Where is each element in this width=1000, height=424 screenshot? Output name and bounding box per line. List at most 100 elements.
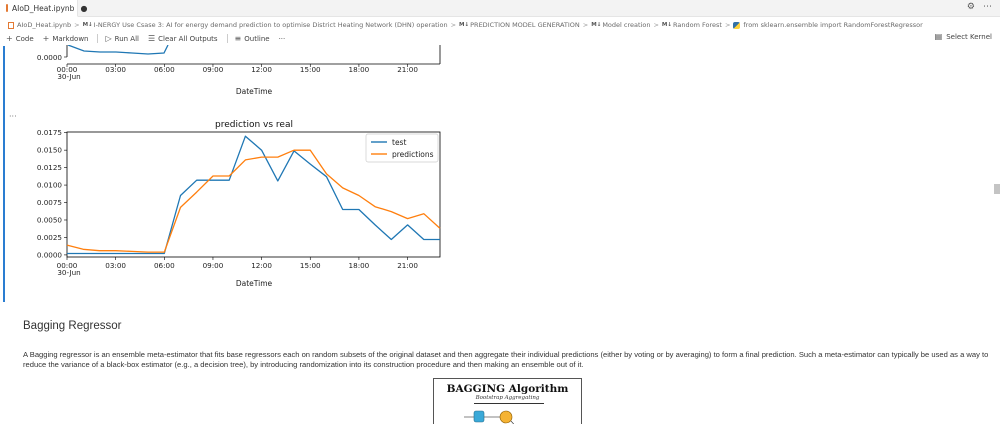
diagram-sample-node xyxy=(499,410,513,424)
chart-title: prediction vs real xyxy=(215,120,293,130)
cell-output-more-button[interactable]: ··· xyxy=(9,112,17,121)
diagram-branch xyxy=(510,420,515,424)
clear-outputs-label: Clear All Outputs xyxy=(158,34,218,43)
bagging-image-underline xyxy=(474,403,544,404)
notebook-icon xyxy=(6,4,8,12)
y-tick-label: 0.0175 xyxy=(37,128,62,137)
series-lines xyxy=(66,135,441,255)
add-code-button[interactable]: + Code xyxy=(6,34,34,43)
x-tick-label: 18:00 xyxy=(349,261,370,270)
clear-outputs-icon: ☰ xyxy=(147,34,156,43)
editor-tab-bar: AIoD_Heat.ipynb ● ⚙ ⋯ xyxy=(0,0,1000,17)
toolbar-divider xyxy=(97,34,99,43)
legend-label-test: test xyxy=(392,138,406,147)
settings-gear-icon[interactable]: ⚙ xyxy=(966,2,975,12)
x-tick-label: 21:00 xyxy=(397,261,418,270)
more-actions-icon[interactable]: ⋯ xyxy=(983,2,992,12)
previous-output-chart: 0.0000 00:00 03:00 06:00 09:00 12:00 15:00 18:… xyxy=(37,45,441,96)
breadcrumb-item-random-forest[interactable]: Random Forest xyxy=(673,21,722,29)
outline-button[interactable]: ≡ Outline xyxy=(235,34,270,43)
y-tick-label: 0.0025 xyxy=(37,233,62,242)
select-kernel-label: Select Kernel xyxy=(946,32,992,41)
chart-line-partial xyxy=(67,45,169,55)
x-tick-label: 21:00 xyxy=(397,65,418,74)
breadcrumb-item-code-cell[interactable]: from sklearn.ensemble import RandomFores… xyxy=(743,21,923,29)
legend-label-predictions: predictions xyxy=(392,150,434,159)
x-tick-label: 12:00 xyxy=(251,65,272,74)
breadcrumb-separator: > xyxy=(74,21,80,29)
x-tick-label: 06:00 xyxy=(154,261,175,270)
x-tick-label: 06:00 xyxy=(154,65,175,74)
run-all-icon: ▷ xyxy=(105,34,112,43)
x-tick-label: 18:00 xyxy=(349,65,370,74)
breadcrumb-separator: > xyxy=(724,21,731,29)
y-tick-label: 0.0125 xyxy=(37,163,62,172)
add-code-label: Code xyxy=(15,34,34,43)
series-line-predictions xyxy=(66,149,441,253)
toolbar-divider xyxy=(226,34,228,43)
notebook-toolbar: + Code + Markdown ▷ Run All ☰ Clear All … xyxy=(0,32,1000,45)
markdown-icon: M↓ xyxy=(82,22,93,28)
plus-icon: + xyxy=(6,34,13,43)
breadcrumb-separator: > xyxy=(653,21,659,29)
y-tick-label: 0.0000 xyxy=(37,53,63,62)
active-cell-indicator xyxy=(3,46,5,302)
y-tick-label: 0.0150 xyxy=(37,146,63,155)
add-markdown-button[interactable]: + Markdown xyxy=(43,34,89,43)
kernel-icon: ▤ xyxy=(934,32,943,41)
vertical-scrollbar-thumb[interactable] xyxy=(994,184,1000,194)
x-tick-sublabel: 30-Jun xyxy=(57,72,80,81)
run-all-button[interactable]: ▷ Run All xyxy=(105,34,138,43)
x-axis-label: DateTime xyxy=(236,87,273,96)
unsaved-dot-icon[interactable]: ● xyxy=(80,3,88,13)
plus-icon: + xyxy=(42,34,50,43)
add-markdown-label: Markdown xyxy=(52,34,89,43)
breadcrumb-separator: > xyxy=(450,21,457,29)
y-tick-label: 0.0050 xyxy=(37,215,63,224)
chart-legend: test predictions xyxy=(365,133,439,163)
x-ticks: 00:00 03:00 06:00 09:00 12:00 15:00 18:00 21:00 xyxy=(57,257,418,270)
series-line-test xyxy=(67,135,440,255)
markdown-icon: M↓ xyxy=(459,22,470,28)
breadcrumb-separator: > xyxy=(582,21,589,29)
breadcrumb-item-heading[interactable]: I-NERGY Use Csase 3: AI for energy deman… xyxy=(93,21,448,29)
breadcrumb: AIoD_Heat.ipynb > M↓ I-NERGY Use Csase 3… xyxy=(0,18,1000,32)
more-label: ··· xyxy=(278,34,286,43)
x-tick-label: 03:00 xyxy=(105,261,126,270)
markdown-icon: M↓ xyxy=(591,22,602,28)
y-ticks: 0.0000 0.0025 0.0050 0.0075 0.0100 0.0125 0.01… xyxy=(37,128,67,259)
breadcrumb-item-subsection[interactable]: Model creation xyxy=(602,21,651,29)
x-tick-label: 15:00 xyxy=(300,65,321,74)
notebook-file-icon xyxy=(8,21,14,29)
x-tick-label: 12:00 xyxy=(251,261,272,270)
y-tick-label: 0.0000 xyxy=(37,250,63,259)
x-tick-sublabel: 30-Jun xyxy=(57,268,80,277)
select-kernel-button[interactable]: ▤ Select Kernel xyxy=(935,32,992,41)
x-tick-label: 09:00 xyxy=(203,261,224,270)
clear-outputs-button[interactable]: ☰ Clear All Outputs xyxy=(148,34,218,43)
breadcrumb-item-section[interactable]: PREDICTION MODEL GENERATION xyxy=(470,21,580,29)
tab-title: AIoD_Heat.ipynb xyxy=(12,3,75,13)
x-tick-label: 00:00 xyxy=(57,65,78,74)
bagging-image-subtitle: Bootstrap Aggregating xyxy=(475,395,540,401)
x-tick-label: 15:00 xyxy=(300,261,321,270)
python-icon xyxy=(733,21,741,29)
tab-aiod-heat[interactable]: AIoD_Heat.ipynb ● xyxy=(0,0,87,17)
outline-icon: ≡ xyxy=(234,34,242,43)
markdown-paragraph: A Bagging regressor is an ensemble meta-… xyxy=(23,350,989,369)
breadcrumb-file[interactable]: AIoD_Heat.ipynb xyxy=(17,21,72,29)
bagging-diagram xyxy=(464,410,515,424)
more-toolbar-button[interactable]: ··· xyxy=(279,35,286,43)
markdown-heading: Bagging Regressor xyxy=(23,320,122,332)
prediction-vs-real-chart: prediction vs real 0.0000 0.0025 0.0050 0.0… xyxy=(37,120,441,288)
x-tick-label: 03:00 xyxy=(105,65,126,74)
editor-actions: ⚙ ⋯ xyxy=(967,2,992,12)
x-ticks: 00:00 03:00 06:00 09:00 12:00 15:00 18:00 21:00 xyxy=(57,64,418,74)
markdown-icon: M↓ xyxy=(661,22,672,28)
y-tick-label: 0.0100 xyxy=(37,181,63,190)
x-tick-label: 09:00 xyxy=(203,65,224,74)
legend-box xyxy=(365,133,439,163)
bagging-algorithm-image: BAGGING Algorithm Bootstrap Aggregating xyxy=(433,378,582,424)
run-all-label: Run All xyxy=(114,34,139,43)
bagging-image-title: BAGGING Algorithm xyxy=(446,383,569,395)
